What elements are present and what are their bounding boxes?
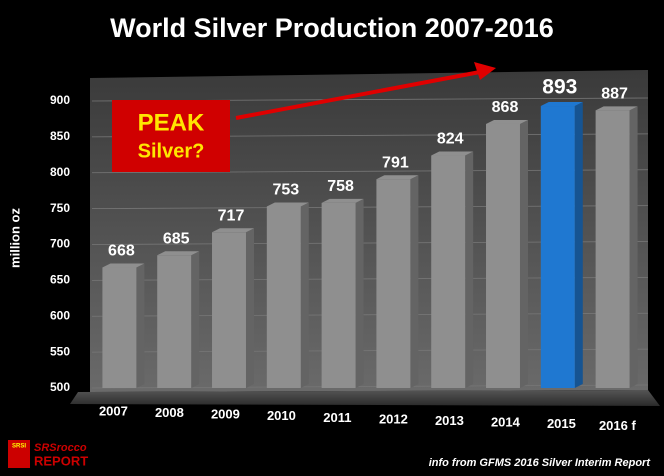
bar <box>212 232 246 388</box>
bar <box>266 206 301 388</box>
y-tick-label: 600 <box>50 308 70 322</box>
arrow-line <box>235 70 481 120</box>
bar-top <box>376 175 419 180</box>
annotation-box <box>112 100 230 172</box>
arrow-head <box>474 62 496 80</box>
bar-side <box>465 151 474 388</box>
y-tick-label: 550 <box>50 344 70 358</box>
bar-top <box>157 251 200 256</box>
y-tick-label: 650 <box>50 273 70 287</box>
bar-side <box>300 202 309 388</box>
value-label: 887 <box>601 86 628 103</box>
logo-icon-text: SRSI <box>12 444 26 450</box>
bar-top <box>266 202 309 207</box>
logo-subtitle: REPORT <box>34 453 88 468</box>
value-label: 791 <box>382 154 409 171</box>
value-label: 893 <box>542 76 577 99</box>
bar-top <box>212 228 254 233</box>
bar-top <box>102 263 145 268</box>
annotation-line: Silver? <box>138 140 205 162</box>
x-tick-label: 2011 <box>323 410 351 425</box>
value-label: 685 <box>163 230 190 247</box>
value-label: 824 <box>437 131 464 148</box>
bar <box>157 255 192 388</box>
bar-side <box>519 119 528 389</box>
logo-icon <box>8 440 30 468</box>
x-tick-label: 2009 <box>211 407 240 422</box>
y-tick-label: 900 <box>50 93 70 107</box>
bar-side <box>574 102 583 389</box>
chart-title: World Silver Production 2007-2016 <box>110 13 554 43</box>
bar-side <box>355 198 364 388</box>
bar-side <box>191 251 200 388</box>
bar <box>321 202 356 388</box>
bar-side <box>629 106 638 388</box>
bar <box>595 110 630 388</box>
x-tick-label: 2008 <box>155 405 184 420</box>
bar-top <box>595 106 638 111</box>
value-label: 717 <box>218 208 245 225</box>
x-tick-label: 2012 <box>379 411 408 426</box>
bar-side <box>136 263 145 388</box>
bar-side <box>410 175 419 388</box>
y-tick-label: 500 <box>50 380 70 394</box>
bar <box>376 179 411 388</box>
y-axis-label: million oz <box>7 208 22 268</box>
y-tick-label: 800 <box>50 165 70 179</box>
value-label: 753 <box>272 182 299 199</box>
x-tick-label: 2010 <box>267 408 296 423</box>
bar-top <box>486 119 528 124</box>
bar-top <box>431 151 474 156</box>
bar-top <box>321 198 364 203</box>
annotation-line: PEAK <box>138 109 205 136</box>
value-label: 758 <box>327 178 354 195</box>
bar <box>540 106 575 389</box>
x-tick-label: 2007 <box>99 403 128 418</box>
bar-side <box>245 228 254 388</box>
y-tick-label: 850 <box>50 129 70 143</box>
x-tick-label: 2015 <box>547 416 576 431</box>
x-tick-label: 2014 <box>491 415 521 430</box>
value-label: 868 <box>492 99 519 116</box>
bar <box>102 267 137 388</box>
plot-area: 500 550 600 650 700 750 800 850 900 2007 668 2008 68… <box>50 76 649 433</box>
y-tick-label: 700 <box>50 237 70 251</box>
bar <box>431 155 466 388</box>
bar-top <box>540 102 583 107</box>
bar <box>486 123 520 389</box>
y-tick-label: 750 <box>50 201 70 215</box>
source-note: info from GFMS 2016 Silver Interim Repor… <box>429 457 652 469</box>
floor <box>70 390 660 406</box>
x-tick-label: 2013 <box>435 413 464 428</box>
value-label: 668 <box>108 243 135 260</box>
x-tick-label: 2016 f <box>599 418 637 433</box>
logo-name: SRSrocco <box>34 442 87 454</box>
